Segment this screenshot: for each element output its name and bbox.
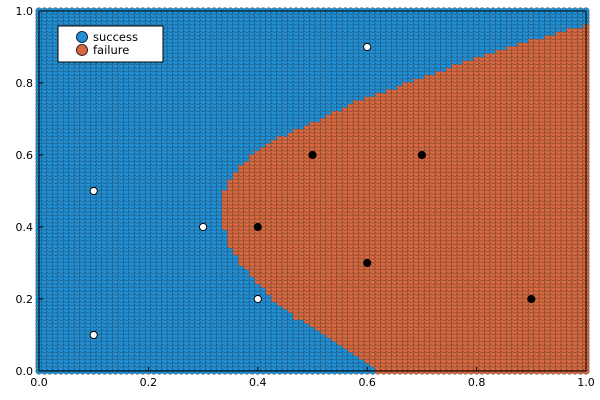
classification-grid bbox=[35, 7, 590, 375]
